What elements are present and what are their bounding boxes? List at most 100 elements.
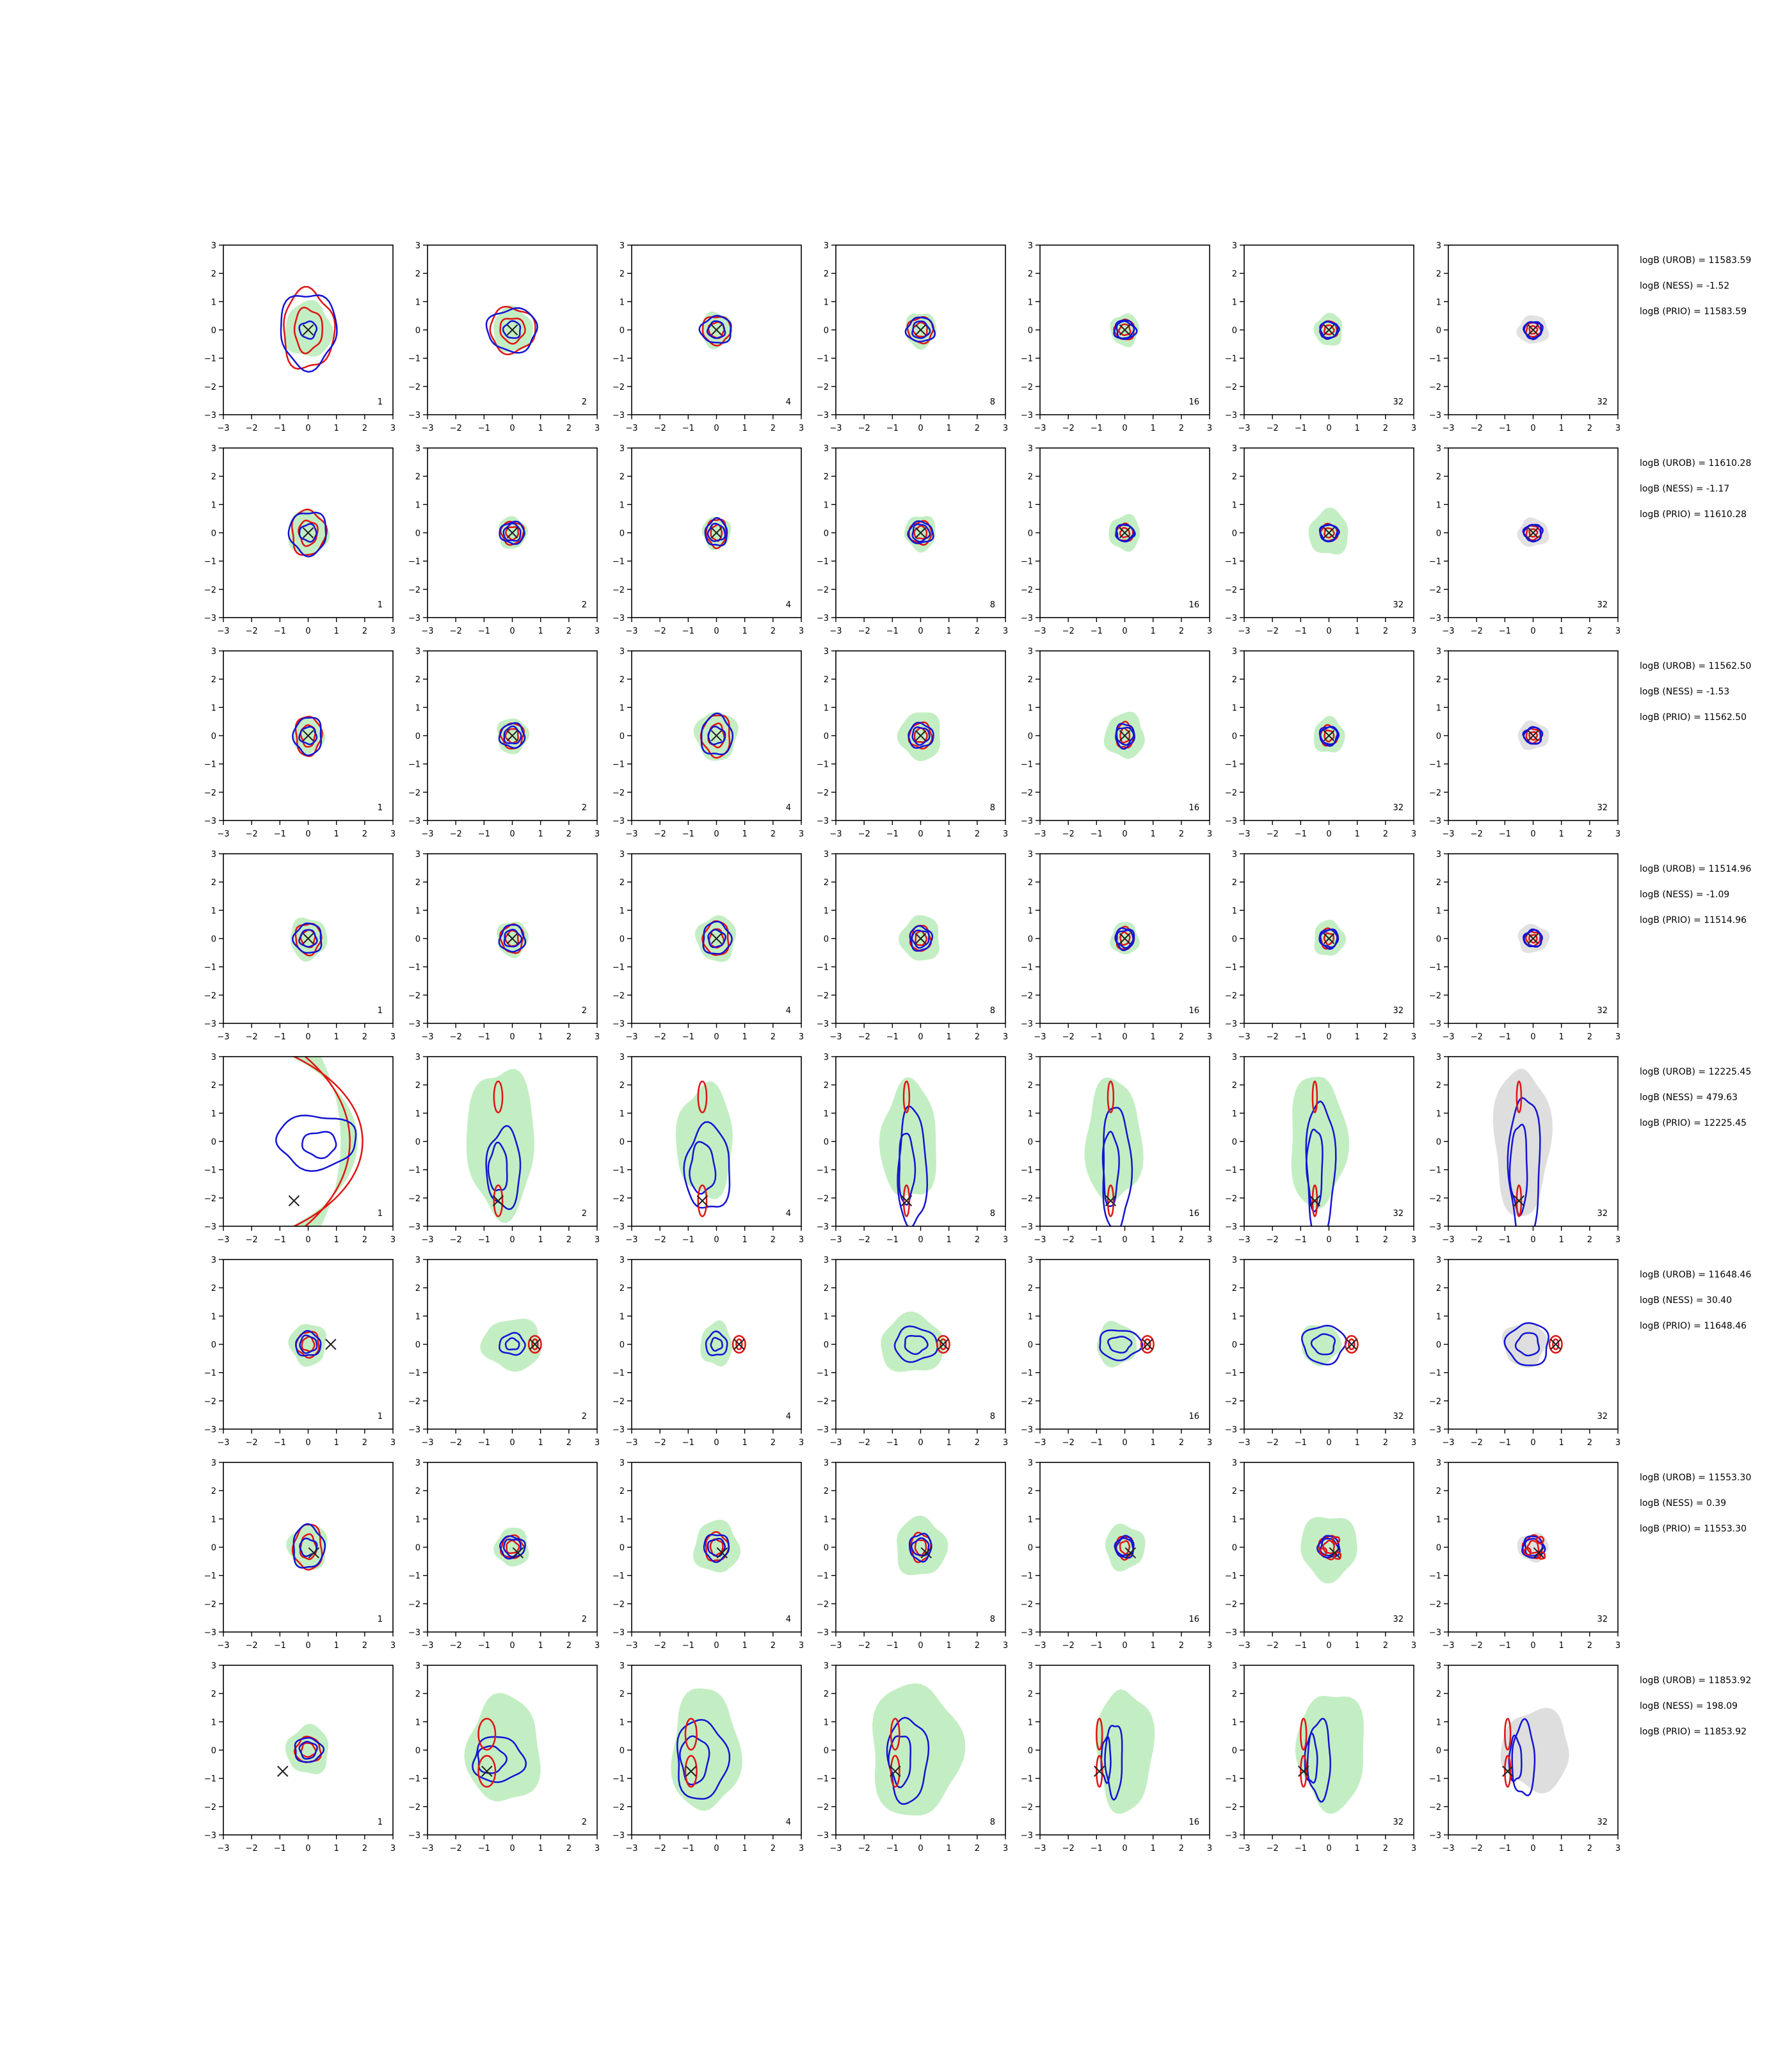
y-tick-label: −2 <box>204 383 216 392</box>
density-fill <box>700 1320 733 1367</box>
panel-label: 4 <box>786 600 791 610</box>
y-tick-label: 2 <box>1436 878 1441 888</box>
x-tick-label: 1 <box>742 424 748 433</box>
x-tick-label: −3 <box>217 1032 229 1042</box>
panel-label: 32 <box>1393 1615 1404 1624</box>
y-tick-label: 1 <box>620 1515 625 1524</box>
density-fill <box>284 300 334 357</box>
x-tick-label: 3 <box>799 627 804 636</box>
y-tick-label: −1 <box>612 963 625 973</box>
y-tick-label: −3 <box>1225 1425 1237 1435</box>
x-tick-label: −2 <box>654 1844 666 1853</box>
x-tick-label: −1 <box>1295 1235 1307 1245</box>
y-tick-label: 3 <box>1028 1053 1033 1062</box>
subplot: −3−3 −2 −2 −1 −1 0 0 1 1 2 2 3 3 2 <box>408 1459 600 1651</box>
y-tick-label: 0 <box>211 732 216 742</box>
truth-marker <box>308 1547 320 1559</box>
subplot: −3−3 −2 −2 −1 −1 0 0 1 1 2 2 3 3 2 <box>408 1661 600 1853</box>
truth-marker <box>302 324 314 336</box>
y-tick-label: −2 <box>204 1397 216 1407</box>
x-tick-label: −1 <box>886 1844 899 1853</box>
subplot: −3−3 −2 −2 −1 −1 0 0 1 1 2 2 3 3 8 <box>817 444 1008 636</box>
x-tick-label: 0 <box>305 1844 310 1853</box>
x-tick-label: 1 <box>947 1844 952 1853</box>
x-tick-label: −1 <box>478 829 490 839</box>
x-tick-label: −3 <box>625 1235 637 1245</box>
x-tick-label: 2 <box>1179 424 1184 433</box>
y-tick-label: −1 <box>1225 760 1237 770</box>
plot-area <box>480 1318 542 1372</box>
x-tick-label: −2 <box>1267 1844 1279 1853</box>
plot-area <box>1314 716 1345 753</box>
x-tick-label: −3 <box>1034 627 1046 636</box>
x-tick-label: 3 <box>1615 1641 1620 1651</box>
x-tick-label: 3 <box>799 1438 804 1448</box>
y-tick-label: 0 <box>211 1544 216 1553</box>
y-tick-label: −3 <box>612 1831 625 1841</box>
x-tick-label: 3 <box>1003 1438 1008 1448</box>
x-tick-label: 0 <box>714 1641 719 1651</box>
prior-contour <box>1300 1325 1347 1366</box>
x-tick-label: 3 <box>1615 627 1620 636</box>
y-tick-label: −2 <box>204 991 216 1001</box>
x-tick-label: −3 <box>1238 424 1250 433</box>
panel-label: 8 <box>990 397 995 407</box>
x-tick-label: −2 <box>246 1844 258 1853</box>
y-tick-label: 1 <box>1232 703 1237 713</box>
subplot: −3−3 −2 −2 −1 −1 0 0 1 1 2 2 3 3 32 <box>1429 1661 1620 1853</box>
x-tick-label: −3 <box>829 627 842 636</box>
y-tick-label: 3 <box>1232 241 1237 251</box>
logb-stat: logB (PRIO) = 11514.96 <box>1640 915 1747 925</box>
y-tick-label: 0 <box>211 935 216 945</box>
panel-label: 32 <box>1597 1818 1608 1827</box>
subplot: −3−3 −2 −2 −1 −1 0 0 1 1 2 2 3 3 8 <box>817 647 1008 839</box>
y-tick-label: −3 <box>408 1628 420 1638</box>
truth-marker <box>1550 1338 1562 1350</box>
y-tick-label: −2 <box>817 1600 829 1610</box>
y-tick-label: −1 <box>612 1166 625 1176</box>
posterior-contour <box>1119 1540 1131 1555</box>
x-tick-label: −2 <box>1062 627 1075 636</box>
truth-marker <box>1513 1195 1525 1206</box>
y-tick-label: 1 <box>1436 1515 1441 1524</box>
y-tick-label: 1 <box>415 500 420 510</box>
x-tick-label: 0 <box>714 1235 719 1245</box>
x-tick-label: −1 <box>1499 1235 1511 1245</box>
y-tick-label: −1 <box>1021 1369 1033 1379</box>
y-tick-label: −2 <box>408 383 420 392</box>
plot-area <box>1517 1533 1549 1563</box>
y-tick-label: −2 <box>408 991 420 1001</box>
logb-stat: logB (PRIO) = 11853.92 <box>1640 1727 1747 1737</box>
x-tick-label: 3 <box>1411 1844 1416 1853</box>
x-tick-label: 2 <box>771 424 776 433</box>
y-tick-label: 1 <box>824 906 829 916</box>
x-tick-label: −1 <box>1091 1235 1103 1245</box>
y-tick-label: 1 <box>1028 1109 1033 1119</box>
y-tick-label: 0 <box>1232 935 1237 945</box>
prior-contour <box>700 712 734 756</box>
x-tick-label: −2 <box>450 1844 462 1853</box>
y-tick-label: 3 <box>211 1256 216 1265</box>
y-tick-label: 2 <box>211 1081 216 1091</box>
x-tick-label: −2 <box>450 627 462 636</box>
y-tick-label: −1 <box>1225 1572 1237 1581</box>
posterior-contour <box>1107 1184 1115 1217</box>
y-tick-label: 2 <box>1028 472 1033 482</box>
x-tick-label: 0 <box>714 1844 719 1853</box>
panel-label: 32 <box>1597 1412 1608 1421</box>
posterior-contour <box>1523 1547 1532 1556</box>
y-tick-label: 0 <box>211 529 216 539</box>
x-tick-label: −1 <box>274 1438 286 1448</box>
posterior-contour <box>527 1335 542 1354</box>
y-tick-label: −3 <box>1225 1831 1237 1841</box>
y-tick-label: −2 <box>1429 383 1441 392</box>
y-tick-label: −3 <box>1021 614 1033 623</box>
y-tick-label: −1 <box>204 963 216 973</box>
y-tick-label: 0 <box>620 529 625 539</box>
prior-contour <box>1511 1718 1536 1796</box>
posterior-contour <box>915 930 928 947</box>
x-tick-label: 2 <box>1383 829 1388 839</box>
y-tick-label: −2 <box>612 1397 625 1407</box>
y-tick-label: 3 <box>1436 1459 1441 1468</box>
y-tick-label: 3 <box>824 1053 829 1062</box>
